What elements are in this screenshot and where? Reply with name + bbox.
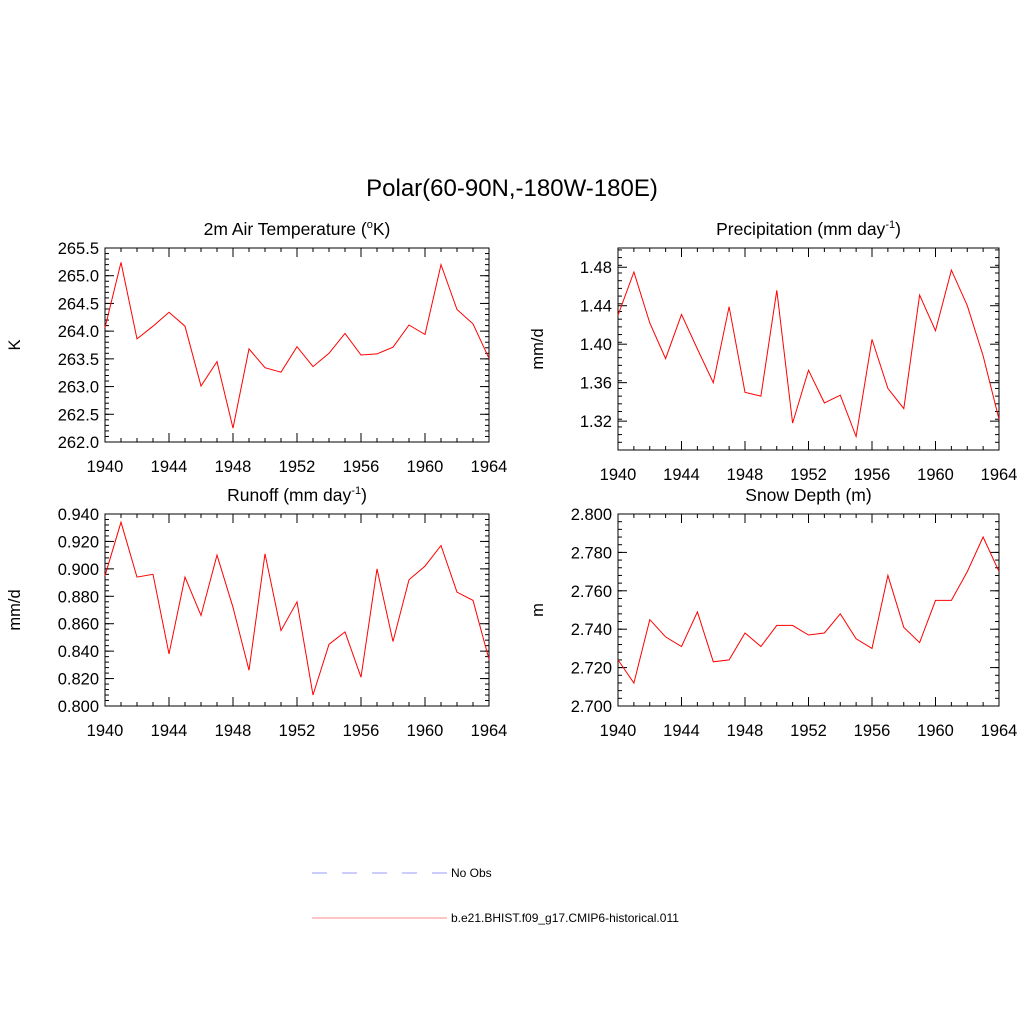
y-tick-label: 0.940 [58,506,99,524]
y-tick-label: 265.0 [58,268,99,286]
x-tick-label: 1940 [600,722,637,740]
x-tick-label: 1944 [663,722,700,740]
x-tick-label: 1952 [790,466,827,484]
plot-frame [617,247,1000,451]
y-axis-label: mm/d [6,589,24,630]
x-tick-label: 1956 [854,466,891,484]
x-tick-label: 1940 [600,466,637,484]
x-tick-label: 1964 [471,458,508,476]
y-tick-label: 0.860 [58,616,99,634]
series-line [104,262,490,429]
y-tick-label: 264.0 [58,323,99,341]
plot-frame [104,513,490,707]
x-tick-label: 1964 [981,466,1018,484]
y-tick-label: 2.740 [571,621,612,639]
x-tick-label: 1948 [215,722,252,740]
series-line [617,268,1000,439]
legend-label-model: b.e21.BHIST.f09_g17.CMIP6-historical.011 [451,911,679,925]
y-tick-label: 1.32 [580,413,612,431]
panel-title: 2m Air Temperature (oK) [204,219,391,239]
y-tick-label: 1.40 [580,336,612,354]
series-line [617,535,1000,685]
legend: No Obs b.e21.BHIST.f09_g17.CMIP6-histori… [312,866,679,925]
x-tick-label: 1944 [151,722,188,740]
x-tick-label: 1952 [790,722,827,740]
legend-label-no-obs: No Obs [451,866,492,880]
y-tick-label: 2.780 [571,544,612,562]
plot-frame [104,247,490,443]
y-tick-label: 263.5 [58,351,99,369]
y-tick-label: 262.0 [58,434,99,452]
x-tick-label: 1960 [917,722,954,740]
y-tick-label: 265.5 [58,240,99,258]
y-tick-label: 263.0 [58,379,99,397]
x-tick-label: 1948 [727,722,764,740]
y-tick-label: 0.880 [58,588,99,606]
x-tick-label: 1944 [151,458,188,476]
x-tick-label: 1956 [854,722,891,740]
y-axis-label: mm/d [529,328,547,369]
panel-4: 1940 1944 1948 1952 1956 1960 1964 2.700 2.720 2.… [529,485,1017,740]
panel-title: Precipitation (mm day-1) [716,219,901,239]
x-tick-label: 1948 [215,458,252,476]
x-tick-label: 1964 [471,722,508,740]
panel-title: Runoff (mm day-1) [227,485,367,505]
x-tick-label: 1952 [279,458,316,476]
y-tick-label: 0.820 [58,671,99,689]
panels: 1940 1944 1948 1952 1956 1960 1964 262.0 262.5 26… [6,219,1017,740]
y-tick-label: 2.720 [571,660,612,678]
y-tick-label: 1.48 [580,259,612,277]
y-tick-label: 0.800 [58,698,99,716]
y-tick-label: 2.700 [571,698,612,716]
x-tick-label: 1944 [663,466,700,484]
y-axis-label: K [6,339,24,350]
x-tick-label: 1940 [87,458,124,476]
plot-frame [617,513,1000,707]
x-tick-label: 1956 [343,458,380,476]
x-tick-label: 1948 [727,466,764,484]
x-tick-label: 1960 [407,458,444,476]
panel-title: Snow Depth (m) [745,485,871,505]
y-tick-label: 2.760 [571,583,612,601]
panel-3: 1940 1944 1948 1952 1956 1960 1964 0.800 0.820 0.… [6,485,507,740]
y-tick-label: 0.900 [58,561,99,579]
y-tick-label: 0.920 [58,533,99,551]
x-tick-label: 1956 [343,722,380,740]
x-tick-label: 1960 [407,722,444,740]
series-line [104,520,490,696]
y-tick-label: 1.36 [580,375,612,393]
x-tick-label: 1940 [87,722,124,740]
y-tick-label: 0.840 [58,643,99,661]
y-tick-label: 264.5 [58,295,99,313]
panel-1: 1940 1944 1948 1952 1956 1960 1964 262.0 262.5 26… [6,219,507,476]
panel-2: 1940 1944 1948 1952 1956 1960 1964 1.32 1.36 1.40… [529,219,1017,484]
x-tick-label: 1964 [981,722,1018,740]
x-tick-label: 1952 [279,722,316,740]
y-tick-label: 2.800 [571,506,612,524]
y-axis-label: m [529,603,547,617]
x-tick-label: 1960 [917,466,954,484]
y-tick-label: 262.5 [58,406,99,424]
y-tick-label: 1.44 [580,298,612,316]
figure-title: Polar(60-90N,-180W-180E) [366,175,658,202]
